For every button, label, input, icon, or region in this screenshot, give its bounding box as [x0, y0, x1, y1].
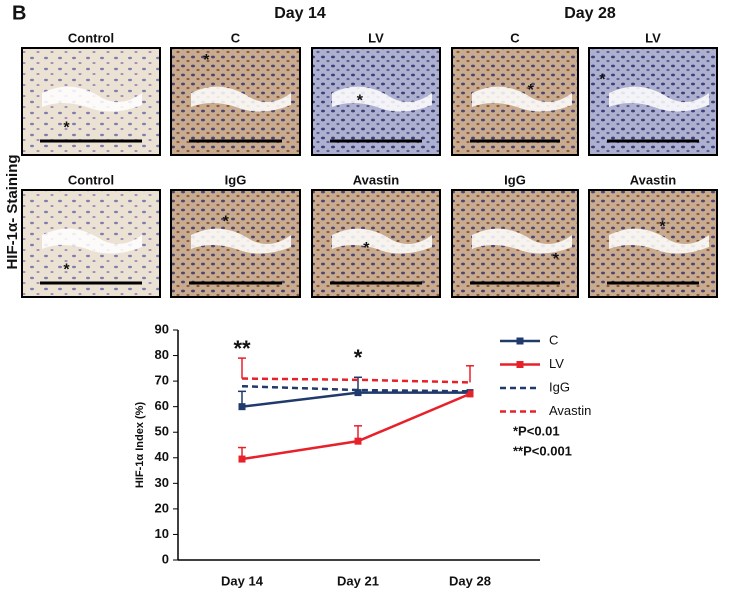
- lumen: [191, 228, 291, 254]
- panel-marker: *: [203, 52, 210, 69]
- significance: **: [233, 336, 251, 361]
- panel-label: Avastin: [353, 172, 400, 187]
- note: *P<0.01: [513, 423, 560, 438]
- panel-marker: *: [63, 261, 70, 278]
- x-tick-label: Day 21: [337, 573, 379, 588]
- lumen: [472, 228, 572, 254]
- point: [354, 389, 362, 397]
- legend-marker: [516, 361, 524, 368]
- panel-marker: *: [357, 93, 364, 110]
- panel-label: IgG: [504, 172, 526, 187]
- panel-marker: *: [63, 119, 70, 136]
- lumen: [609, 86, 709, 112]
- panel-marker: *: [659, 219, 666, 236]
- panel-marker: *: [528, 82, 535, 99]
- lumen: [332, 86, 432, 112]
- panel-marker: *: [363, 240, 370, 257]
- day-header: Day 14: [274, 5, 326, 22]
- legend-label: Avastin: [549, 403, 591, 418]
- legend-label: IgG: [549, 379, 570, 394]
- panel-label: IgG: [225, 172, 247, 187]
- panel-label: Control: [68, 172, 114, 187]
- y-tick-label: 30: [155, 475, 169, 490]
- lumen: [42, 86, 142, 112]
- panel-label: Control: [68, 30, 114, 45]
- y-tick-label: 40: [155, 449, 169, 464]
- y-tick-label: 0: [162, 551, 169, 566]
- y-tick-label: 70: [155, 373, 169, 388]
- panel-marker: *: [553, 251, 560, 268]
- legend-label: LV: [549, 356, 564, 371]
- panel-label: C: [510, 30, 520, 45]
- day-header: Day 28: [564, 5, 616, 22]
- point: [466, 390, 474, 398]
- panel-label: Avastin: [630, 172, 677, 187]
- panel-marker: *: [223, 213, 230, 230]
- lumen: [472, 86, 572, 112]
- lumen: [609, 228, 709, 254]
- legend-label: C: [549, 332, 558, 347]
- lumen: [191, 86, 291, 112]
- y-tick-label: 50: [155, 424, 169, 439]
- point: [238, 403, 246, 411]
- y-tick-label: 20: [155, 500, 169, 515]
- y-tick-label: 90: [155, 321, 169, 336]
- panel-marker: *: [599, 71, 606, 88]
- y-tick-label: 80: [155, 347, 169, 362]
- point: [238, 455, 246, 463]
- panel-label: C: [231, 30, 241, 45]
- lumen: [332, 228, 432, 254]
- x-tick-label: Day 14: [221, 573, 264, 588]
- panel-label: LV: [368, 30, 384, 45]
- x-tick-label: Day 28: [449, 573, 491, 588]
- legend-marker: [516, 337, 524, 345]
- lumen: [42, 228, 142, 254]
- panel-letter: B: [12, 2, 26, 24]
- y-tick-label: 10: [155, 526, 169, 541]
- note: **P<0.001: [513, 443, 572, 458]
- y-axis-label: HIF-1α Index (%): [134, 402, 146, 489]
- series-line: [241, 377, 471, 384]
- side-label: HIF-1α- Staining: [4, 154, 21, 269]
- point: [354, 437, 362, 445]
- y-tick-label: 60: [155, 398, 169, 413]
- series-line: [241, 384, 471, 393]
- significance: *: [354, 345, 363, 370]
- panel-label: LV: [645, 30, 661, 45]
